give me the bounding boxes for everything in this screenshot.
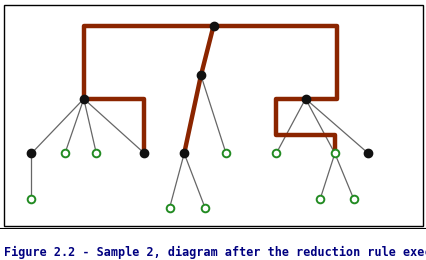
Text: Figure 2.2 - Sample 2, diagram after the reduction rule execution: Figure 2.2 - Sample 2, diagram after the… — [4, 246, 426, 259]
